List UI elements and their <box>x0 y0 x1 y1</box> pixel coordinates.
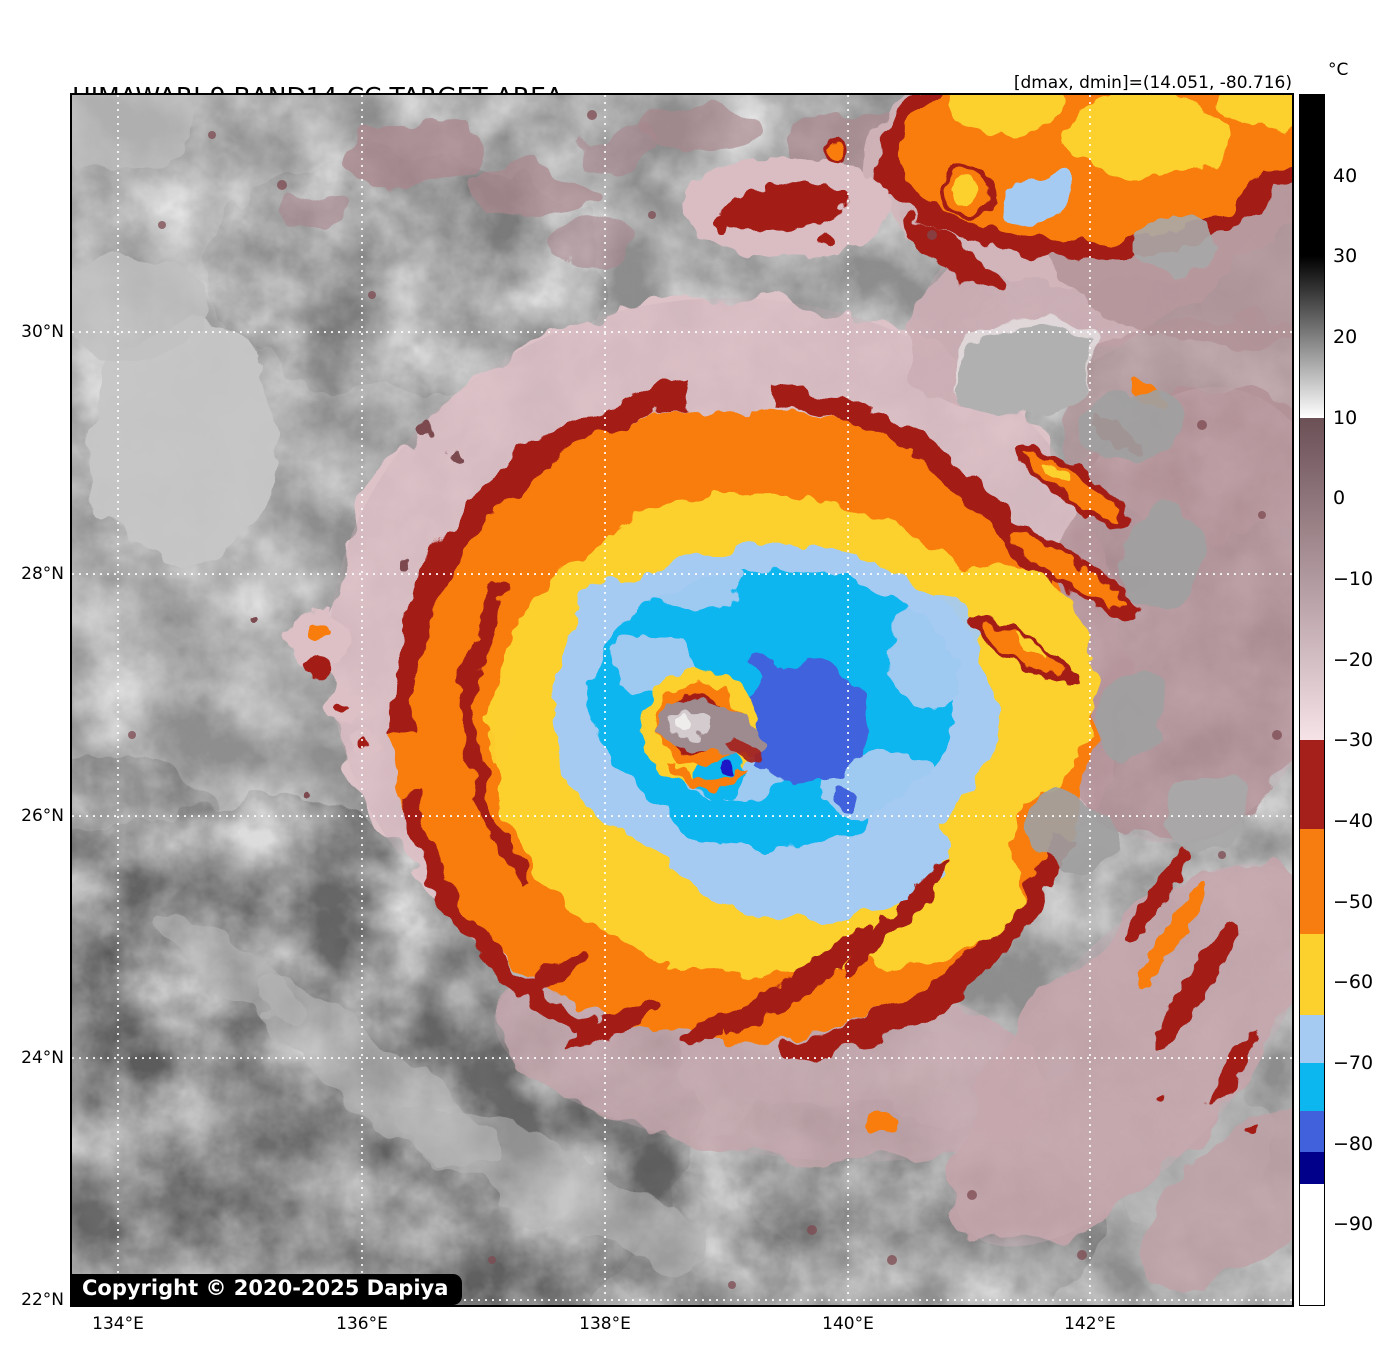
colorbar-tick-label: −30 <box>1333 729 1374 752</box>
map-frame: Copyright © 2020-2025 Dapiya <box>70 93 1294 1307</box>
colorbar-tick-label: −10 <box>1333 568 1374 590</box>
colorbar-segment <box>1300 933 1324 1015</box>
colorbar-segment <box>1300 95 1324 257</box>
colorbar-tick-label: 40 <box>1333 164 1358 187</box>
coldest-cloud-patch <box>746 655 868 804</box>
lon-tick-label: 140°E <box>822 1314 874 1334</box>
colorbar-tick-label: 20 <box>1333 326 1358 348</box>
lon-tick-label: 142°E <box>1064 1314 1116 1334</box>
colorbar-tick-label: −60 <box>1333 971 1374 994</box>
colorbar-tick-label: −40 <box>1333 810 1374 832</box>
dmax-dmin-annotation: [dmax, dmin]=(14.051, -80.716) <box>1013 73 1292 93</box>
colorbar-tick-label: −50 <box>1333 890 1374 913</box>
lat-tick-label: 24°N <box>21 1048 64 1069</box>
gridlines <box>72 95 1292 1305</box>
colorbar-tick-label: 30 <box>1333 245 1358 268</box>
lon-tick-label: 134°E <box>92 1314 144 1334</box>
colorbar-tick-label: 0 <box>1333 487 1346 510</box>
spiral-streaks <box>489 378 1258 1136</box>
colorbar-segment <box>1300 1111 1324 1152</box>
east-gray-patches <box>953 317 1244 873</box>
colorbar-unit: °C <box>1328 60 1349 80</box>
colorbar-tick-label: −20 <box>1333 648 1374 671</box>
colorbar-segment <box>1300 829 1324 934</box>
top-center-features <box>682 139 892 257</box>
colorbar <box>1299 94 1325 1306</box>
lat-tick-label: 22°N <box>21 1290 64 1311</box>
colorbar-scale <box>1300 95 1324 1305</box>
colorbar-tick-label: −80 <box>1333 1132 1374 1155</box>
colorbar-segment <box>1300 740 1324 830</box>
west-convective-specks <box>250 421 460 802</box>
lat-tick-label: 28°N <box>21 564 64 585</box>
colorbar-segment <box>1300 417 1324 741</box>
lat-tick-label: 30°N <box>21 322 64 343</box>
colorbar-segment <box>1300 1014 1324 1063</box>
northeast-convective-system <box>862 95 1292 345</box>
typhoon-eye <box>641 669 766 801</box>
colorbar-tick-label: 10 <box>1333 406 1358 429</box>
copyright-badge: Copyright © 2020-2025 Dapiya <box>72 1274 463 1305</box>
lon-tick-label: 136°E <box>336 1314 388 1334</box>
colorbar-tick-label: −90 <box>1333 1213 1374 1236</box>
colorbar-tick-label: −70 <box>1333 1052 1374 1074</box>
colorbar-segment <box>1300 1063 1324 1112</box>
lon-tick-label: 138°E <box>579 1314 631 1334</box>
colorbar-segment <box>1300 1151 1324 1184</box>
lat-tick-label: 26°N <box>21 806 64 827</box>
colorbar-segment <box>1300 256 1324 418</box>
colorbar-segment <box>1300 1184 1324 1305</box>
satellite-imagery <box>72 95 1292 1305</box>
